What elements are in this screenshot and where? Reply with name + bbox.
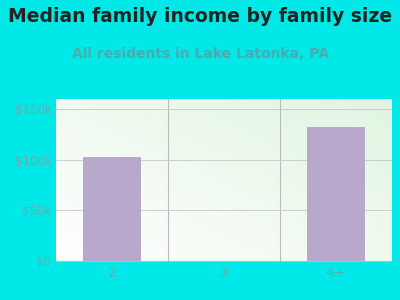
- Text: Median family income by family size: Median family income by family size: [8, 8, 392, 26]
- Bar: [83, 157, 141, 261]
- Text: All residents in Lake Latonka, PA: All residents in Lake Latonka, PA: [72, 46, 328, 61]
- Bar: [307, 127, 365, 261]
